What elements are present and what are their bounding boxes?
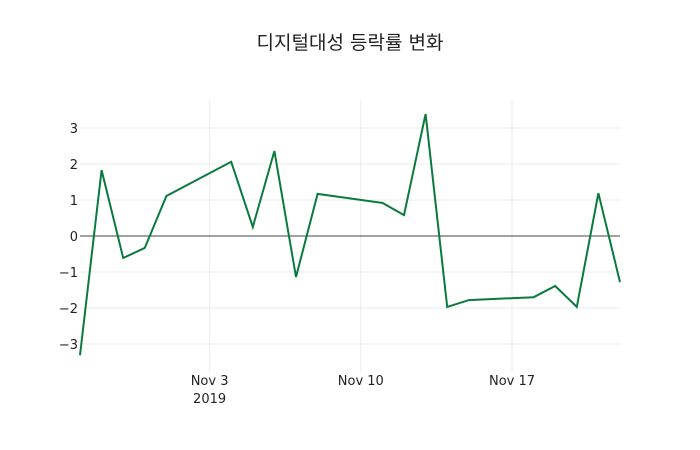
y-tick-label: 0 [70, 230, 78, 245]
y-tick-label: −2 [59, 302, 78, 317]
y-tick-label: −1 [59, 266, 78, 281]
y-axis: −3 −2 −1 0 1 2 3 [59, 122, 78, 353]
x-tick-label: Nov 3 [191, 374, 229, 389]
y-tick-label: −3 [59, 338, 78, 353]
series-line [79, 113, 621, 356]
y-tick-label: 2 [70, 158, 78, 173]
y-tick-label: 1 [70, 194, 78, 209]
x-tick-year-label: 2019 [193, 392, 226, 407]
chart-title: 디지털대성 등락률 변화 [256, 32, 444, 54]
x-tick-label: Nov 10 [338, 374, 384, 389]
x-tick-label: Nov 17 [489, 374, 535, 389]
y-tick-label: 3 [70, 122, 78, 137]
x-axis: Nov 3 2019 Nov 10 Nov 17 [191, 374, 535, 407]
